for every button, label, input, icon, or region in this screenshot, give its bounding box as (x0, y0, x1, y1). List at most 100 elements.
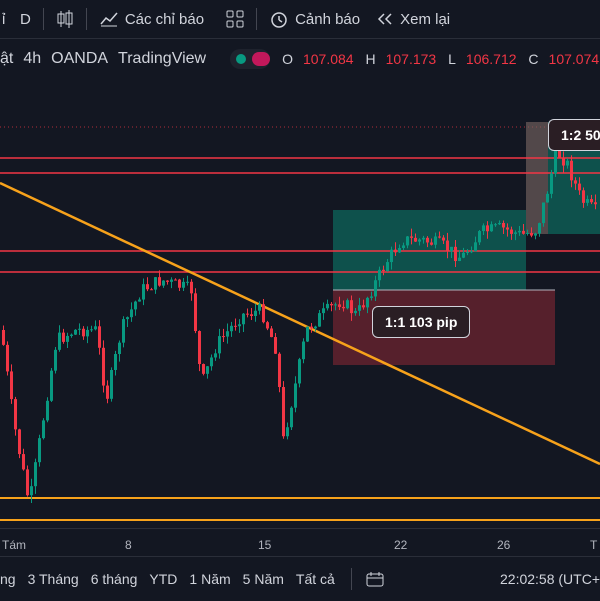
candle-body (226, 331, 229, 337)
clock-time[interactable]: 22:02:58 (UTC+ (500, 571, 600, 587)
alerts-label: Cảnh báo (295, 10, 361, 28)
candle-body (286, 427, 289, 437)
candle-body (162, 280, 165, 286)
candle-body (570, 160, 573, 181)
candle-body (382, 269, 385, 272)
candle-body (26, 469, 29, 496)
candle-body (546, 193, 549, 203)
candle-body (338, 304, 341, 307)
candle-body (218, 336, 221, 354)
candle-body (454, 246, 457, 262)
candle-body (282, 387, 285, 437)
candle-body (306, 326, 309, 342)
range-button-6m[interactable]: 6 tháng (90, 571, 138, 587)
candle-body (450, 246, 453, 252)
candle-body (518, 230, 521, 233)
toolbar-divider (85, 8, 87, 30)
rewind-icon (378, 13, 392, 25)
indicators-button[interactable]: Các chỉ báo (91, 0, 212, 38)
market-status-toggle[interactable] (230, 49, 271, 69)
candles-icon (57, 10, 73, 28)
candle-body (346, 300, 349, 309)
candle-body (210, 357, 213, 367)
candle-body (494, 224, 497, 226)
chart-legend: ật 4h OANDA TradingView O 107.084 H 107.17… (0, 46, 600, 72)
range-button-5y[interactable]: 5 Năm (242, 571, 284, 587)
low-label: L (448, 51, 456, 67)
candle-body (122, 319, 125, 343)
layout-grid-icon (226, 10, 244, 28)
indicators-label: Các chỉ báo (124, 10, 205, 28)
goto-date-icon[interactable] (366, 571, 384, 587)
candle-body (430, 242, 433, 245)
time-tick: 15 (258, 538, 272, 552)
candle-body (554, 149, 557, 174)
exchange-label: OANDA (51, 50, 109, 67)
candle-body (458, 257, 461, 262)
symbol-name[interactable]: ật (0, 50, 14, 67)
candle-body (342, 306, 345, 309)
candle-body (414, 237, 417, 242)
range-button-1y[interactable]: 1 Năm (189, 571, 231, 587)
interval-label: D (20, 10, 31, 28)
candle-body (86, 329, 89, 337)
candle-body (590, 199, 593, 203)
candle-body (262, 304, 265, 323)
candle-body (18, 429, 21, 455)
alerts-button[interactable]: Cảnh báo (261, 0, 368, 38)
candle-body (222, 336, 225, 338)
candle-body (294, 383, 297, 408)
candle-body (78, 328, 81, 330)
candle-body (198, 331, 201, 365)
candle-body (350, 300, 353, 314)
candle-body (270, 328, 273, 338)
candles-button[interactable] (48, 0, 82, 38)
range-button[interactable]: ng (0, 571, 16, 587)
toolbar-divider (256, 8, 258, 30)
candle-body (30, 486, 33, 496)
candle-body (2, 330, 5, 345)
candle-body (186, 281, 189, 283)
target-label-1to2[interactable]: 1:2 50 (548, 119, 600, 151)
candle-body (466, 252, 469, 254)
chart-type-fragment[interactable]: ỉ (2, 10, 6, 28)
candle-body (214, 353, 217, 358)
target-label-1to1[interactable]: 1:1 103 pip (372, 306, 471, 338)
candle-body (526, 232, 529, 234)
candle-body (566, 160, 569, 166)
interval-button[interactable]: D (12, 0, 39, 38)
range-button-ytd[interactable]: YTD (149, 571, 178, 587)
candle-body (514, 232, 517, 234)
candle-body (402, 245, 405, 249)
candle-body (110, 370, 113, 399)
candle-body (42, 420, 45, 439)
candle-body (150, 289, 153, 291)
candle-body (486, 225, 489, 232)
candle-body (166, 280, 169, 282)
candle-body (594, 202, 597, 205)
candle-body (114, 354, 117, 371)
range-button-all[interactable]: Tất cả (295, 571, 335, 587)
candle-body (54, 349, 57, 371)
candle-body (538, 223, 541, 234)
replay-button[interactable]: Xem lại (368, 0, 458, 38)
candle-body (478, 231, 481, 243)
market-status-pill (252, 52, 271, 66)
candle-body (230, 325, 233, 332)
range-button-3m[interactable]: 3 Tháng (27, 571, 79, 587)
candle-body (174, 279, 177, 281)
time-tick: T (590, 538, 598, 552)
candle-body (330, 303, 333, 306)
candle-body (74, 329, 77, 335)
position-profit-zone-1 (333, 210, 526, 290)
candle-body (118, 342, 121, 355)
high-value: 107.173 (385, 51, 437, 67)
layouts-button[interactable] (218, 0, 252, 38)
toolbar-divider (42, 8, 44, 30)
candle-body (206, 366, 209, 374)
candle-body (66, 335, 69, 342)
candle-body (490, 224, 493, 232)
candle-body (442, 237, 445, 241)
time-axis[interactable]: Tám 8 15 22 26 T (0, 528, 600, 557)
